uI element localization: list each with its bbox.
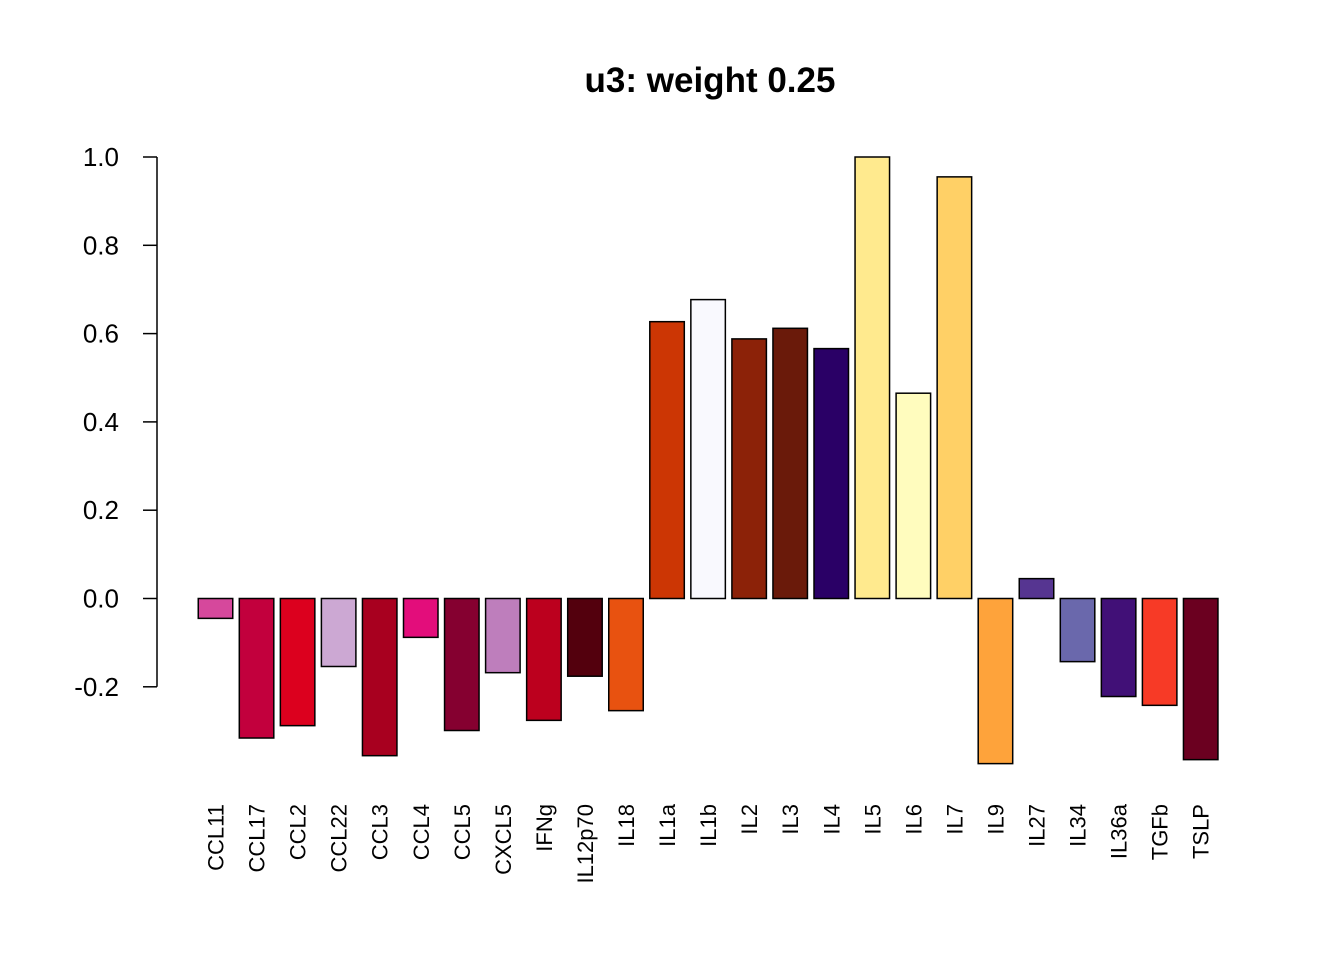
bar-il2 xyxy=(731,338,768,600)
bar-tgfb xyxy=(1141,597,1178,707)
x-tick-label: CCL4 xyxy=(409,804,434,860)
bar-ccl11 xyxy=(197,597,234,620)
x-tick-label: IL3 xyxy=(778,804,803,835)
bar-ccl3 xyxy=(361,597,398,757)
x-tick-label: IL1a xyxy=(655,803,680,847)
bar-il18 xyxy=(608,597,644,712)
x-tick-label: CCL22 xyxy=(327,804,352,872)
y-tick-label: 0.0 xyxy=(83,584,119,614)
x-tick-label: IL9 xyxy=(983,804,1008,835)
bar-il34 xyxy=(1059,597,1096,663)
x-axis-labels: CCL11 CCL17 CCL2 CCL22 CCL3 CCL4 CCL5 CXCL5 IFNg… xyxy=(204,803,1214,883)
bar-il27 xyxy=(1018,577,1055,600)
x-tick-label: CCL17 xyxy=(245,804,270,872)
bar-il7 xyxy=(936,176,973,600)
bars xyxy=(197,156,1219,765)
x-tick-label: IL7 xyxy=(942,804,967,835)
bar-ccl5 xyxy=(443,597,480,732)
x-tick-label: IL36a xyxy=(1107,803,1132,859)
x-tick-label: CCL5 xyxy=(450,804,475,860)
x-tick-label: IL12p70 xyxy=(573,804,598,884)
bar-ccl2 xyxy=(279,597,316,727)
x-tick-label: TGFb xyxy=(1148,804,1173,860)
bar-ccl17 xyxy=(238,597,275,739)
y-tick-label: 0.2 xyxy=(83,495,119,525)
bar-il6 xyxy=(895,392,932,600)
x-tick-label: CCL11 xyxy=(204,804,229,871)
chart-title: u3: weight 0.25 xyxy=(585,61,836,100)
x-tick-label: IL1b xyxy=(696,804,721,847)
y-tick-label: -0.2 xyxy=(74,672,119,702)
bar-il36a xyxy=(1100,597,1137,698)
bar-ccl22 xyxy=(320,597,357,668)
x-tick-label: CCL3 xyxy=(368,804,393,860)
bar-ccl4 xyxy=(402,597,439,639)
bar-ifng xyxy=(525,597,562,722)
bar-il3 xyxy=(772,327,809,600)
bar-tslp xyxy=(1182,597,1219,761)
x-tick-label: CXCL5 xyxy=(491,804,516,875)
bar-cxcl5 xyxy=(484,597,521,674)
x-tick-label: IL5 xyxy=(860,804,885,835)
bar-il1b xyxy=(690,298,727,600)
y-tick-label: 0.4 xyxy=(83,407,119,437)
x-tick-label: CCL2 xyxy=(286,804,311,860)
x-tick-label: IL4 xyxy=(819,804,844,835)
x-tick-label: IL27 xyxy=(1025,804,1050,847)
bar-il1a xyxy=(649,320,686,600)
y-tick-label: 1.0 xyxy=(83,142,119,172)
x-tick-label: IFNg xyxy=(532,804,557,852)
x-tick-label: IL18 xyxy=(614,804,639,847)
bar-il5 xyxy=(854,156,891,600)
y-tick-label: 0.6 xyxy=(83,319,119,349)
bar-il12p70 xyxy=(566,597,603,677)
x-tick-label: IL6 xyxy=(901,804,926,835)
x-tick-label: IL2 xyxy=(737,804,762,835)
bar-il4 xyxy=(813,347,850,600)
y-tick-label: 0.8 xyxy=(83,230,119,260)
x-tick-label: TSLP xyxy=(1189,804,1214,859)
y-axis: 1.0 0.8 0.6 0.4 0.2 0.0 -0.2 xyxy=(74,142,158,702)
x-tick-label: IL34 xyxy=(1066,804,1091,847)
bar-il9 xyxy=(977,597,1014,765)
